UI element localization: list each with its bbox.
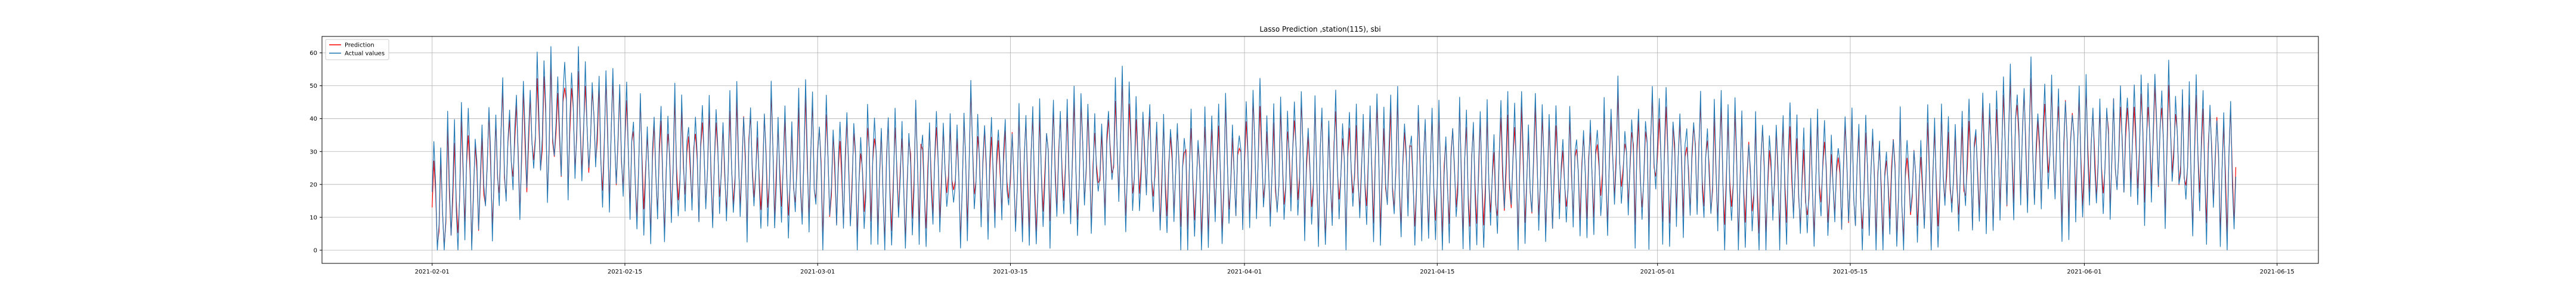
legend-box [325, 39, 389, 60]
x-tick-label: 2021-03-15 [993, 269, 1027, 275]
x-tick-label: 2021-02-15 [608, 269, 642, 275]
series-group [432, 46, 2237, 251]
legend: Prediction Actual values [325, 39, 389, 60]
x-tick-label: 2021-04-01 [1227, 269, 1262, 275]
chart-title: Lasso Prediction ,station(115), sbi [1259, 25, 1380, 33]
x-tick-label: 2021-04-15 [1420, 269, 1454, 275]
x-tick-label: 2021-05-01 [1640, 269, 1675, 275]
y-tick-label: 20 [309, 182, 317, 188]
x-tick-label: 2021-06-15 [2260, 269, 2295, 275]
y-tick-label: 0 [314, 247, 317, 254]
y-tick-label: 40 [309, 116, 317, 122]
y-tick-label: 50 [309, 83, 317, 90]
x-tick-label: 2021-05-15 [1833, 269, 1868, 275]
y-tick-label: 30 [309, 149, 317, 155]
x-tick-label: 2021-02-01 [415, 269, 450, 275]
x-tick-label: 2021-03-01 [800, 269, 835, 275]
legend-label: Actual values [345, 51, 385, 57]
y-tick-label: 60 [309, 50, 317, 57]
legend-label: Prediction [345, 42, 374, 49]
series-line-actual-values [432, 46, 2237, 251]
x-tick-label: 2021-06-01 [2067, 269, 2101, 275]
plot-frame [321, 36, 2319, 264]
ticks: 2021-02-01 2021-02-15 2021-03-01 2021-03-15… [309, 50, 2295, 275]
y-tick-label: 10 [309, 214, 317, 221]
